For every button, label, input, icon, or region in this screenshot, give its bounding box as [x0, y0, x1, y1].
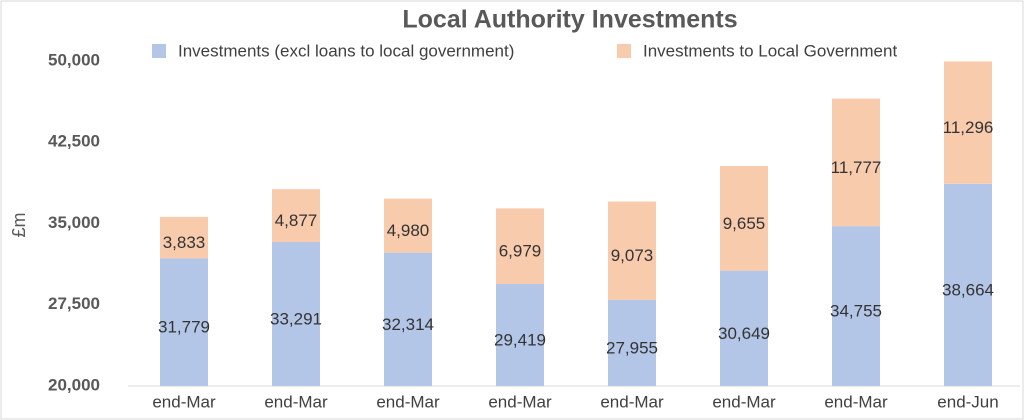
y-tick-label: 27,500 — [48, 294, 100, 313]
bar-segment — [720, 270, 768, 386]
bar-segment — [608, 299, 656, 386]
bar-segment — [496, 283, 544, 386]
legend-label: Investments to Local Government — [643, 41, 897, 60]
data-label: 30,649 — [718, 324, 770, 343]
bar-segment — [272, 189, 320, 243]
bar-segment — [944, 183, 992, 386]
x-tick-label: end-Mar — [488, 392, 552, 411]
bar-segment — [272, 242, 320, 386]
x-tick-label: end-Mar — [600, 392, 664, 411]
bar-segment — [832, 226, 880, 386]
data-label: 11,296 — [943, 118, 994, 137]
bar-segment — [608, 201, 656, 300]
data-label: 4,877 — [275, 211, 318, 230]
y-tick-label: 35,000 — [48, 213, 100, 232]
y-tick-label: 42,500 — [48, 132, 100, 151]
bar-segment — [496, 208, 544, 284]
data-label: 6,979 — [499, 242, 542, 261]
bar-segment — [384, 252, 432, 386]
bar-segment — [944, 61, 992, 184]
data-label: 29,419 — [494, 330, 546, 349]
data-label: 9,073 — [611, 246, 654, 265]
data-label: 34,755 — [830, 302, 882, 321]
y-tick-label: 20,000 — [48, 375, 100, 394]
bar-segment — [160, 216, 208, 259]
data-label: 4,980 — [387, 221, 430, 240]
data-label: 9,655 — [723, 214, 766, 233]
y-axis-label: £m — [9, 212, 29, 237]
x-tick-label: end-Mar — [376, 392, 440, 411]
bar-segment — [384, 198, 432, 253]
data-label: 33,291 — [270, 309, 322, 328]
data-label: 11,777 — [831, 158, 882, 177]
data-label: 27,955 — [606, 338, 658, 357]
x-tick-label: end-Mar — [264, 392, 328, 411]
data-label: 38,664 — [942, 280, 994, 299]
chart-title: Local Authority Investments — [402, 6, 737, 34]
bar-segment — [160, 258, 208, 386]
legend-swatch — [617, 44, 631, 58]
legend-label: Investments (excl loans to local governm… — [178, 41, 514, 60]
x-tick-label: end-Mar — [152, 392, 216, 411]
x-tick-label: end-Mar — [712, 392, 776, 411]
bar-segment — [832, 98, 880, 227]
x-tick-label: end-Mar — [824, 392, 888, 411]
data-label: 3,833 — [163, 233, 206, 252]
data-label: 31,779 — [158, 318, 210, 337]
bar-segment — [720, 166, 768, 271]
legend-swatch — [152, 44, 166, 58]
data-label: 32,314 — [382, 315, 434, 334]
y-tick-label: 50,000 — [48, 50, 100, 69]
x-tick-label: end-Jun — [937, 392, 998, 411]
